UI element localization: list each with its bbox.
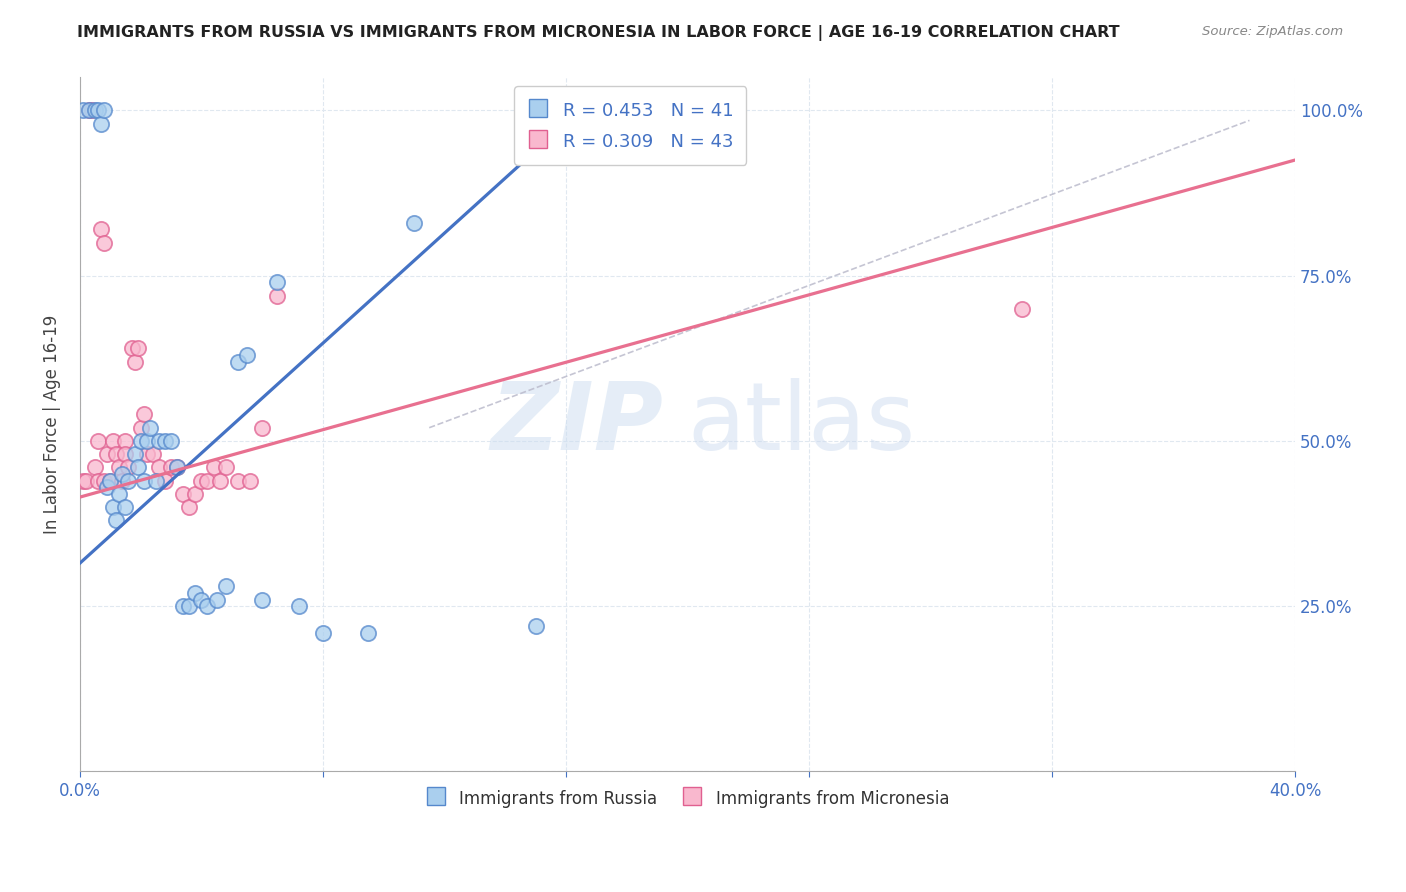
Point xyxy=(87,103,110,118)
Point xyxy=(215,460,238,475)
Point xyxy=(142,447,165,461)
Point xyxy=(135,447,157,461)
Point xyxy=(105,447,128,461)
Point xyxy=(402,216,425,230)
Point xyxy=(226,474,249,488)
Point xyxy=(266,288,288,302)
Point xyxy=(226,354,249,368)
Text: IMMIGRANTS FROM RUSSIA VS IMMIGRANTS FROM MICRONESIA IN LABOR FORCE | AGE 16-19 : IMMIGRANTS FROM RUSSIA VS IMMIGRANTS FRO… xyxy=(77,25,1121,41)
Point xyxy=(172,599,194,614)
Point xyxy=(132,408,155,422)
Point xyxy=(114,447,136,461)
Point xyxy=(190,474,212,488)
Point xyxy=(250,592,273,607)
Point xyxy=(75,474,97,488)
Point xyxy=(160,460,183,475)
Point xyxy=(148,434,170,448)
Point xyxy=(197,599,219,614)
Point xyxy=(184,586,207,600)
Point xyxy=(160,434,183,448)
Point xyxy=(145,474,167,488)
Point xyxy=(111,474,134,488)
Point xyxy=(98,474,121,488)
Point xyxy=(108,487,131,501)
Point xyxy=(90,117,112,131)
Point xyxy=(87,474,110,488)
Point xyxy=(197,474,219,488)
Point xyxy=(287,599,309,614)
Point xyxy=(77,103,100,118)
Point xyxy=(90,222,112,236)
Point xyxy=(111,467,134,481)
Point xyxy=(153,434,176,448)
Point xyxy=(357,625,380,640)
Text: atlas: atlas xyxy=(688,378,915,470)
Point xyxy=(117,460,139,475)
Point xyxy=(127,342,149,356)
Point xyxy=(77,103,100,118)
Text: Source: ZipAtlas.com: Source: ZipAtlas.com xyxy=(1202,25,1343,38)
Point xyxy=(93,474,115,488)
Point xyxy=(127,460,149,475)
Point xyxy=(250,421,273,435)
Point xyxy=(103,500,125,514)
Point xyxy=(72,474,94,488)
Point xyxy=(114,500,136,514)
Point xyxy=(87,434,110,448)
Point xyxy=(93,103,115,118)
Point xyxy=(148,460,170,475)
Point xyxy=(208,474,231,488)
Point xyxy=(72,103,94,118)
Point xyxy=(98,474,121,488)
Point xyxy=(129,434,152,448)
Point xyxy=(93,235,115,250)
Point xyxy=(184,487,207,501)
Point xyxy=(202,460,225,475)
Point xyxy=(132,474,155,488)
Point xyxy=(84,460,107,475)
Point xyxy=(172,487,194,501)
Point xyxy=(153,474,176,488)
Point xyxy=(205,592,228,607)
Point xyxy=(166,460,188,475)
Point xyxy=(96,480,118,494)
Point xyxy=(1011,301,1033,316)
Point xyxy=(124,447,146,461)
Point xyxy=(135,434,157,448)
Point xyxy=(179,599,201,614)
Point xyxy=(129,421,152,435)
Point xyxy=(117,474,139,488)
Point xyxy=(312,625,335,640)
Point xyxy=(239,474,262,488)
Point xyxy=(103,434,125,448)
Point xyxy=(80,103,103,118)
Point xyxy=(236,348,259,362)
Point xyxy=(121,342,143,356)
Legend: Immigrants from Russia, Immigrants from Micronesia: Immigrants from Russia, Immigrants from … xyxy=(419,781,956,815)
Point xyxy=(524,619,547,633)
Text: ZIP: ZIP xyxy=(491,378,664,470)
Point xyxy=(190,592,212,607)
Point xyxy=(114,434,136,448)
Point xyxy=(84,103,107,118)
Point xyxy=(266,275,288,289)
Point xyxy=(179,500,201,514)
Point xyxy=(166,460,188,475)
Point xyxy=(96,447,118,461)
Point xyxy=(215,579,238,593)
Y-axis label: In Labor Force | Age 16-19: In Labor Force | Age 16-19 xyxy=(44,315,60,534)
Point xyxy=(139,421,162,435)
Point xyxy=(124,354,146,368)
Point xyxy=(105,513,128,527)
Point xyxy=(108,460,131,475)
